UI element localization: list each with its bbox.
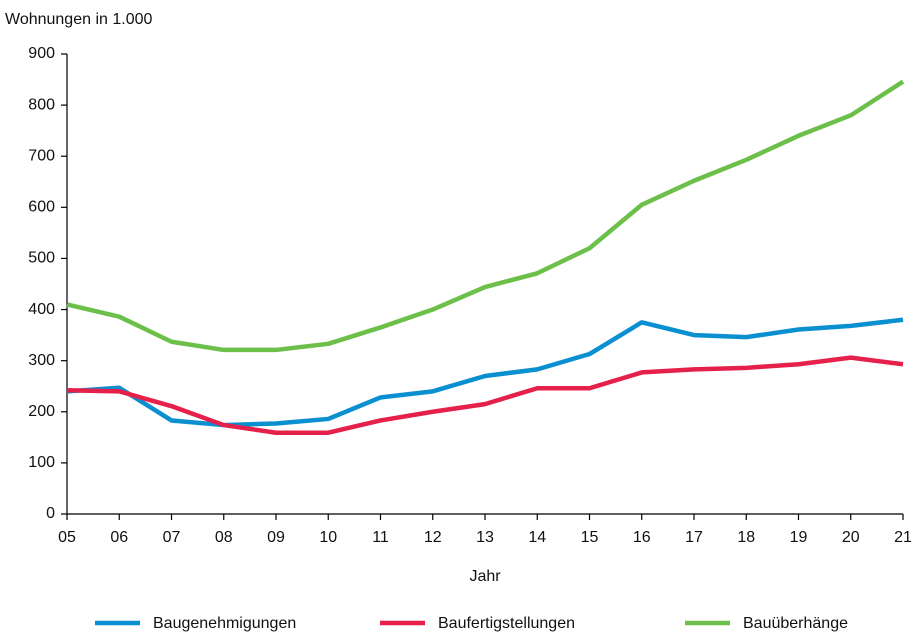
x-tick-label: 16 (633, 529, 651, 546)
y-tick-label: 800 (28, 96, 55, 113)
y-tick-label: 900 (28, 45, 55, 62)
y-tick-label: 700 (28, 147, 55, 164)
y-tick-label: 600 (28, 199, 55, 216)
x-tick-label: 07 (163, 529, 181, 546)
x-tick-label: 11 (372, 529, 389, 546)
x-tick-label: 12 (424, 529, 442, 546)
series-line (66, 79, 905, 353)
x-tick-label: 19 (790, 529, 808, 546)
y-tick-label: 400 (28, 301, 55, 318)
x-tick-label: 20 (842, 529, 860, 546)
y-tick-label: 300 (28, 352, 55, 369)
x-tick-label: 15 (581, 529, 599, 546)
x-tick-label: 14 (528, 529, 546, 546)
x-tick-label: 05 (58, 529, 76, 546)
x-axis-label: Jahr (469, 568, 501, 585)
x-tick-label: 18 (737, 529, 755, 546)
y-tick-label: 100 (28, 454, 55, 471)
x-tick-label: 08 (215, 529, 233, 546)
x-tick-label: 06 (110, 529, 128, 546)
x-tick-label: 13 (476, 529, 494, 546)
series-line (66, 355, 904, 435)
legend-label: Baugenehmigungen (153, 615, 296, 632)
x-tick-label: 17 (685, 529, 703, 546)
y-tick-label: 0 (46, 505, 55, 522)
series-line (66, 317, 904, 428)
x-tick-label: 21 (894, 529, 912, 546)
y-tick-label: 200 (28, 403, 55, 420)
y-axis-label: Wohnungen in 1.000 (5, 11, 152, 28)
x-tick-label: 09 (267, 529, 285, 546)
legend-label: Bauüberhänge (743, 615, 848, 632)
y-tick-label: 500 (28, 250, 55, 267)
legend-label: Baufertigstellungen (438, 615, 575, 632)
x-tick-label: 10 (319, 529, 337, 546)
